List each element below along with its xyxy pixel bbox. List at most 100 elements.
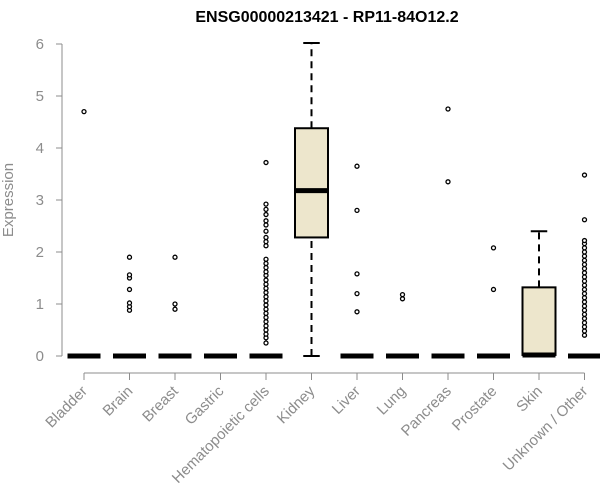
box-group	[113, 254, 146, 359]
outlier-point	[445, 179, 451, 185]
outlier-point	[263, 277, 269, 283]
outlier-point	[263, 222, 269, 228]
outlier-point	[581, 307, 588, 313]
x-tick-label: Brain	[100, 383, 137, 420]
outlier-point	[581, 295, 588, 301]
outlier-point	[81, 108, 87, 115]
x-tick-label: Lung	[374, 383, 410, 419]
outlier-point	[263, 264, 269, 271]
outlier-point	[581, 324, 588, 330]
box-group	[477, 245, 510, 359]
outlier-point	[126, 272, 133, 278]
outlier-point	[263, 238, 269, 245]
outlier-point	[172, 306, 178, 312]
outlier-point	[172, 254, 178, 260]
outlier-point	[581, 286, 588, 293]
outlier-point	[581, 320, 588, 326]
outlier-point	[581, 303, 588, 309]
box-group	[294, 41, 329, 357]
outlier-point	[399, 291, 406, 298]
outlier-point	[263, 260, 269, 267]
box-group	[521, 230, 557, 358]
box-group	[431, 106, 465, 359]
outlier-point	[581, 245, 588, 251]
y-axis-label: Expression	[0, 163, 17, 237]
x-tick-label: Kidney	[274, 382, 319, 427]
y-tick-label: 6	[36, 36, 44, 53]
outlier-point	[581, 261, 588, 268]
outlier-point	[263, 310, 269, 317]
outlier-point	[126, 286, 133, 293]
outlier-point	[581, 172, 588, 178]
outlier-point	[445, 106, 451, 112]
plot-area	[67, 41, 600, 359]
outlier-point	[263, 306, 269, 312]
outlier-point	[172, 301, 178, 307]
outlier-point	[581, 217, 588, 223]
y-tick-label: 1	[36, 296, 44, 313]
outlier-point	[581, 328, 588, 334]
box-group	[249, 159, 283, 359]
x-tick-label: Liver	[329, 383, 364, 418]
outlier-point	[263, 211, 269, 218]
outlier-point	[354, 163, 360, 169]
x-tick-label: Pancreas	[398, 383, 455, 440]
outlier-point	[263, 314, 269, 321]
outlier-point	[490, 286, 497, 293]
outlier-point	[263, 331, 269, 337]
outlier-point	[263, 294, 269, 300]
outlier-point	[263, 243, 269, 249]
outlier-point	[263, 285, 269, 292]
outlier-point	[126, 300, 133, 306]
outlier-point	[581, 299, 588, 305]
x-tick-label: Unknown / Other	[500, 383, 592, 475]
outlier-point	[263, 327, 269, 333]
outlier-point	[354, 309, 360, 315]
y-tick-label: 3	[36, 192, 44, 209]
outlier-point	[581, 237, 588, 244]
box-iqr	[521, 286, 557, 356]
outlier-point	[354, 271, 360, 277]
y-tick-label: 0	[36, 348, 44, 365]
outlier-point	[399, 296, 406, 302]
outlier-point	[263, 269, 269, 275]
outlier-point	[263, 159, 269, 166]
outlier-point	[581, 311, 588, 318]
outlier-point	[263, 323, 269, 329]
outlier-point	[581, 249, 588, 255]
box-group	[158, 254, 192, 359]
outlier-point	[581, 282, 588, 288]
outlier-point	[581, 274, 588, 280]
outlier-point	[263, 289, 269, 296]
outlier-point	[581, 265, 588, 272]
outlier-point	[263, 206, 269, 213]
outlier-point	[263, 256, 269, 262]
outlier-point	[581, 315, 588, 322]
outlier-point	[263, 234, 269, 241]
y-tick-label: 5	[36, 88, 44, 105]
box-iqr	[294, 127, 329, 239]
outlier-point	[581, 257, 588, 263]
outlier-point	[126, 254, 133, 260]
outlier-point	[354, 290, 360, 297]
outlier-point	[581, 290, 588, 297]
x-tick-label: Bladder	[42, 383, 91, 432]
x-tick-label: Breast	[139, 382, 182, 425]
x-tick-label: Skin	[513, 383, 546, 416]
outlier-point	[263, 281, 269, 287]
x-tick-label: Prostate	[449, 383, 501, 435]
chart-title: ENSG00000213421 - RP11-84O12.2	[195, 9, 458, 26]
outlier-point	[263, 298, 269, 304]
outlier-point	[581, 270, 588, 276]
outlier-point	[581, 278, 588, 284]
outlier-point	[263, 340, 269, 346]
box-group	[568, 172, 600, 359]
outlier-point	[581, 332, 588, 338]
outlier-point	[263, 218, 269, 224]
outlier-point	[490, 245, 497, 251]
outlier-point	[354, 207, 360, 214]
outlier-point	[263, 201, 269, 207]
